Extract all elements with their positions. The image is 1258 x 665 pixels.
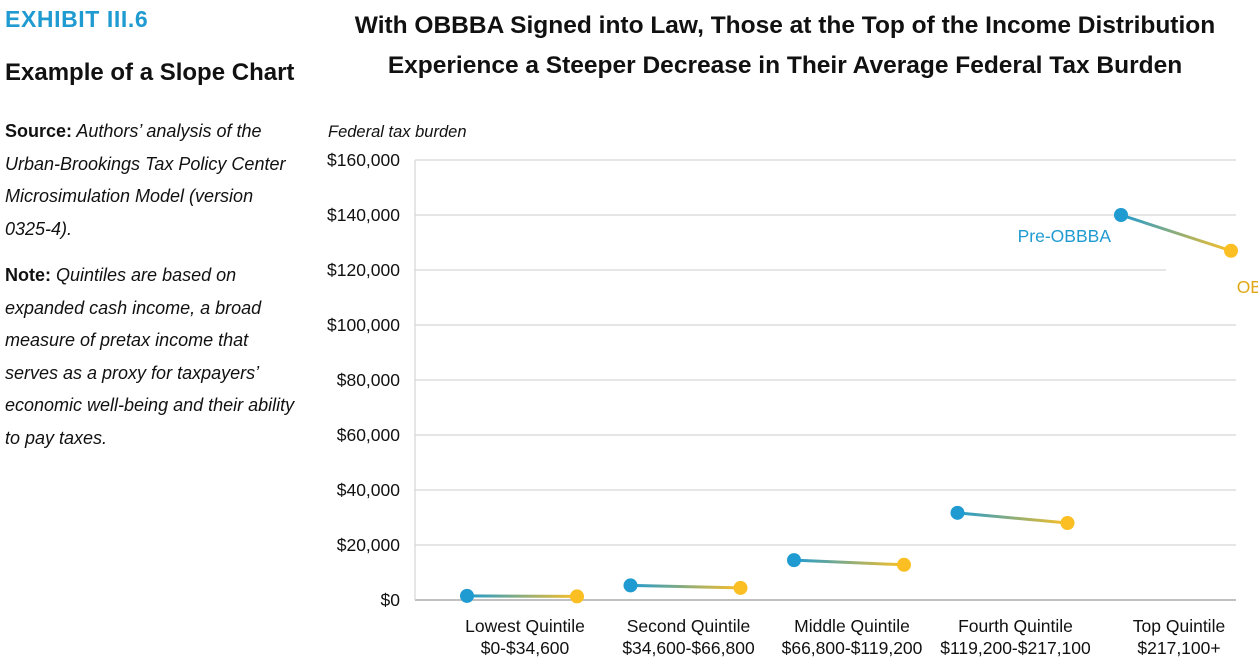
source-text: Authors’ analysis of the Urban-Brookings…	[5, 121, 286, 239]
slope-line	[466, 594, 578, 598]
x-tick-label: Top Quintile	[1133, 616, 1225, 636]
point-pre-obbba	[787, 553, 801, 568]
y-tick-label: $100,000	[327, 315, 400, 335]
y-tick-label: $20,000	[337, 535, 401, 555]
point-pre-obbba	[460, 588, 474, 603]
slope-line	[630, 583, 741, 590]
y-tick-label: $0	[381, 590, 401, 610]
source-label: Source:	[5, 121, 73, 141]
x-tick-range-label: $66,800-$119,200	[782, 638, 923, 658]
chart-title: With OBBBA Signed into Law, Those at the…	[354, 12, 1216, 79]
y-axis-label: Federal tax burden	[328, 123, 467, 141]
y-tick-label: $60,000	[337, 425, 401, 445]
point-obbba	[897, 557, 911, 572]
point-obbba	[1224, 243, 1238, 258]
x-tick-range-label: $217,100+	[1137, 638, 1220, 658]
point-pre-obbba	[623, 578, 638, 593]
point-obbba	[570, 589, 584, 604]
y-tick-label: $40,000	[337, 480, 401, 500]
x-tick-range-label: $119,200-$217,100	[940, 638, 1091, 658]
label-backdrop	[1166, 264, 1246, 285]
point-obbba	[1060, 516, 1075, 530]
y-tick-label: $80,000	[337, 370, 401, 390]
source-note: Source: Authors’ analysis of the Urban-B…	[5, 115, 295, 245]
y-tick-label: $160,000	[327, 150, 400, 170]
slope-line	[957, 511, 1068, 525]
series-label-obbba: OBBBA	[1237, 277, 1258, 297]
series-label-pre-obbba: Pre-OBBBA	[1018, 226, 1112, 246]
x-tick-label: Fourth Quintile	[958, 616, 1073, 636]
note: Note: Quintiles are based on expanded ca…	[5, 259, 295, 454]
x-tick-label: Middle Quintile	[794, 616, 910, 636]
slope-line	[1120, 213, 1232, 253]
point-pre-obbba	[1114, 208, 1128, 222]
sidebar: EXHIBIT III.6 Example of a Slope Chart S…	[5, 6, 295, 468]
slope-line	[793, 558, 905, 567]
point-pre-obbba	[950, 505, 965, 520]
point-obbba	[733, 580, 748, 595]
exhibit-label: EXHIBIT III.6	[5, 6, 149, 32]
x-tick-label: Lowest Quintile	[465, 616, 585, 636]
x-tick-label: Second Quintile	[627, 616, 751, 636]
exhibit-subtitle: Example of a Slope Chart	[5, 59, 295, 86]
y-tick-label: $120,000	[327, 260, 400, 280]
x-tick-range-label: $0-$34,600	[481, 638, 570, 658]
y-tick-label: $140,000	[327, 205, 400, 225]
note-text: Quintiles are based on expanded cash inc…	[5, 265, 295, 448]
x-tick-range-label: $34,600-$66,800	[622, 638, 755, 658]
note-label: Note:	[5, 265, 51, 285]
